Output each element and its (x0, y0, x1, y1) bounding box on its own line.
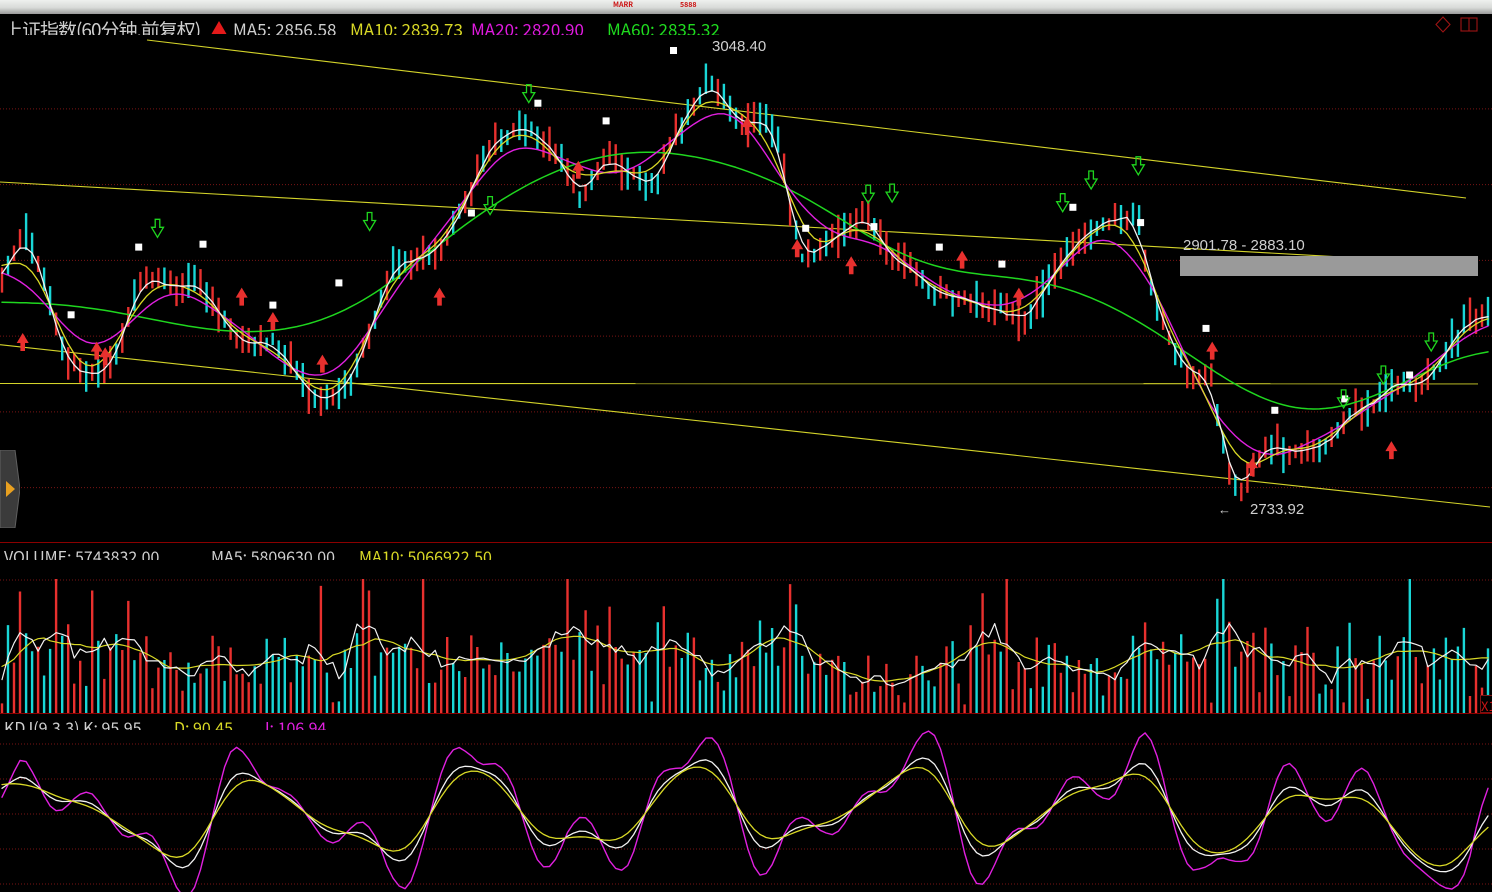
svg-text:3048.40: 3048.40 (712, 38, 766, 55)
svg-text:2901.78 - 2883.10: 2901.78 - 2883.10 (1183, 237, 1305, 254)
svg-text:2733.92: 2733.92 (1250, 501, 1304, 518)
svg-text:←: ← (1218, 502, 1231, 517)
